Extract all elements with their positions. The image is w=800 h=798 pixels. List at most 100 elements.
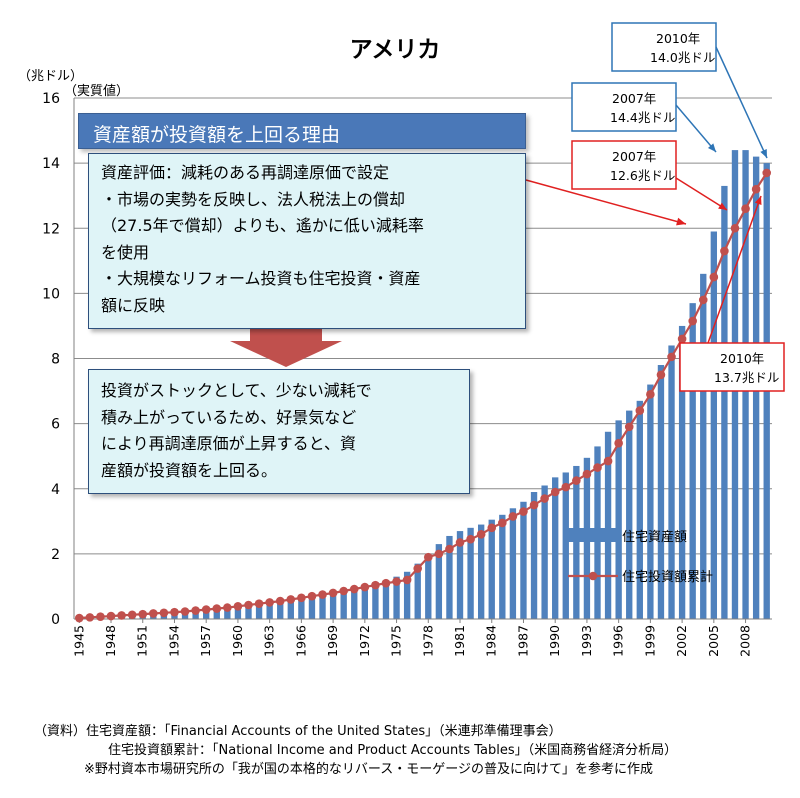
- x-tick-labels: 1945 1948 1951 1954 1957 1960 1963 1966 1969 1972…: [71, 625, 752, 657]
- y-tick-label: 4: [51, 482, 60, 498]
- line-point: [201, 605, 211, 614]
- callout-year: 2010年: [656, 31, 700, 46]
- bar: [435, 544, 443, 619]
- bar: [467, 527, 474, 619]
- y-tick-label: 6: [51, 417, 60, 433]
- bar: [488, 519, 495, 619]
- result-line: 積み上がっているため、好景気など: [101, 407, 357, 427]
- bar: [403, 571, 411, 619]
- callouts: 2010年 14.0兆ドル 2007年 14.4兆ドル 2007年 12.6兆ドル 2010…: [525, 22, 785, 392]
- bar: [446, 535, 453, 619]
- reason-line: を使用: [101, 242, 150, 262]
- callout-arrowhead: [707, 143, 716, 152]
- callout-arrowhead: [760, 149, 767, 158]
- reason-header: 資産額が投資額を上回る理由: [78, 113, 526, 149]
- bar: [710, 231, 718, 619]
- reason-line: （27.5年で償却）よりも、遙かに低い減耗率: [101, 216, 424, 235]
- line-point: [371, 580, 380, 590]
- line-point: [730, 223, 740, 233]
- callout-value: 14.0兆ドル: [650, 50, 715, 65]
- reason-box: 資産評価：減耗のある再調達原価で設定 ・市場の実勢を反映し、法人税法上の償却 （…: [88, 153, 526, 329]
- x-tick-label: 1948: [103, 625, 118, 657]
- x-tick-label: 1990: [547, 625, 562, 657]
- line-point: [275, 596, 285, 606]
- bar: [213, 608, 220, 619]
- y-unit-label: （兆ドル）: [18, 69, 83, 84]
- bar: [414, 563, 421, 619]
- line-point: [307, 591, 317, 601]
- line-point: [286, 595, 296, 604]
- line-point: [455, 538, 465, 547]
- bar: [477, 524, 485, 619]
- bar: [393, 576, 400, 619]
- x-tick-label: 1993: [579, 625, 594, 657]
- line-point: [688, 316, 697, 326]
- line-point: [476, 530, 486, 539]
- line-point: [297, 593, 306, 603]
- bar: [329, 592, 337, 619]
- line-point: [392, 577, 401, 586]
- line-series: [74, 168, 772, 623]
- line-point: [487, 523, 497, 533]
- bar: [456, 531, 464, 619]
- line-point: [677, 334, 687, 344]
- reason-line: 額に反映: [101, 295, 166, 315]
- line-point: [265, 598, 274, 607]
- x-tick-label: 1975: [389, 625, 404, 657]
- callout-box: [679, 342, 785, 392]
- bar: [192, 610, 199, 619]
- down-arrow: [230, 329, 342, 367]
- bar: [361, 587, 369, 619]
- line-point: [244, 600, 253, 610]
- line-point: [603, 456, 613, 466]
- line-point: [529, 500, 539, 510]
- line-point: [762, 168, 772, 178]
- result-box: 投資がストックとして、少ない減耗で 積み上がっているため、好景気など により再調…: [88, 369, 470, 494]
- line-point: [741, 204, 750, 214]
- line-point: [159, 608, 169, 618]
- line-point: [498, 518, 507, 528]
- line-point: [402, 575, 412, 585]
- bar: [678, 325, 686, 619]
- callout-value: 14.4兆ドル: [610, 110, 675, 125]
- x-tick-label: 1996: [611, 625, 626, 657]
- line-point: [646, 390, 655, 399]
- x-tick-label: 1963: [262, 625, 277, 657]
- result-line: 投資がストックとして、少ない減耗で: [101, 381, 372, 400]
- y-tick-label: 8: [51, 352, 60, 368]
- bar: [234, 606, 242, 619]
- line-point: [582, 469, 592, 479]
- line-point: [85, 613, 95, 622]
- bar: [700, 273, 707, 619]
- source-line: 住宅投資額累計：「National Income and Product Acc…: [108, 743, 678, 758]
- reason-connector: [525, 179, 687, 225]
- x-tick-label: 1966: [293, 625, 308, 657]
- legend-line-label: 住宅投資額累計: [622, 569, 713, 585]
- reason-line: 資産評価：減耗のある再調達原価で設定: [101, 163, 390, 182]
- bar: [340, 590, 347, 619]
- x-tick-label: 1987: [515, 625, 530, 657]
- line-point: [328, 588, 338, 598]
- bar: [626, 410, 633, 619]
- x-tick-label: 1960: [230, 625, 245, 657]
- y-tick-label: 14: [42, 156, 60, 172]
- bar: [287, 599, 294, 619]
- bar: [657, 365, 665, 619]
- line-point: [423, 552, 433, 562]
- y-tick-label: 0: [51, 612, 60, 628]
- result-line: により再調達原価が上昇すると、資: [101, 434, 357, 453]
- x-tick-label: 1951: [135, 625, 150, 657]
- line-point: [508, 512, 518, 521]
- line-point: [106, 611, 116, 621]
- line-point: [149, 609, 158, 618]
- legend-line-marker: [588, 571, 598, 581]
- callout-box: [571, 140, 677, 190]
- bar: [298, 597, 305, 619]
- line-point: [413, 564, 423, 573]
- line-point: [339, 586, 348, 596]
- callout-leader: [707, 195, 762, 344]
- y-tick-labels: 0 2 4 6 8 10 12 14 16: [42, 91, 60, 628]
- bar: [245, 605, 252, 619]
